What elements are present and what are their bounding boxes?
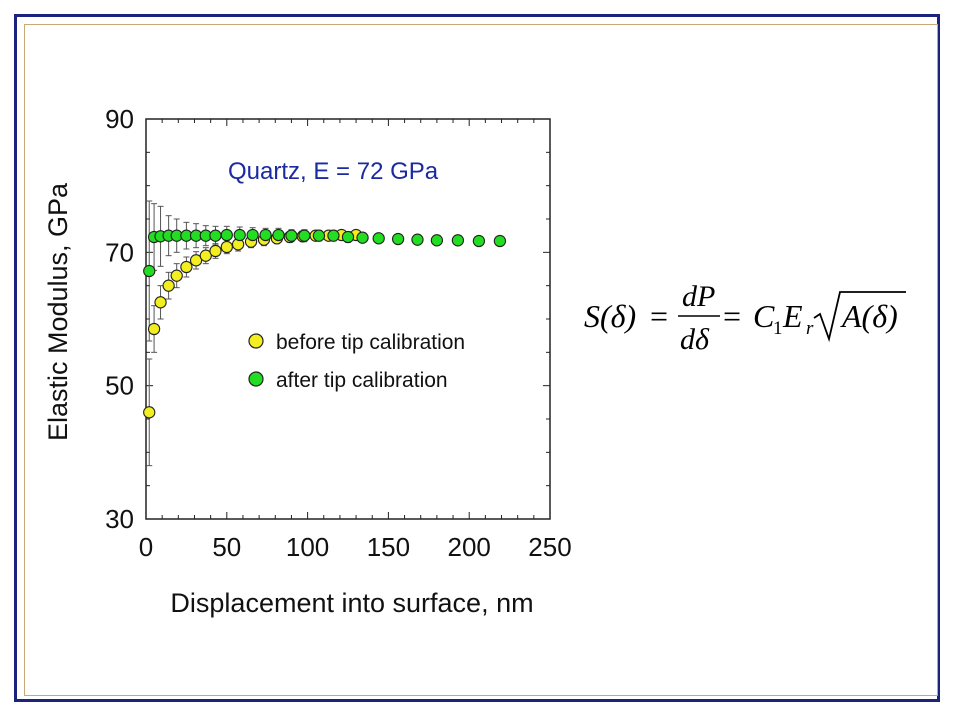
after-calibration-point [285,229,298,242]
x-tick-label: 200 [448,532,491,562]
after-calibration-point [372,232,385,245]
equation-equals-1: = [650,298,668,334]
before-calibration-point [143,406,156,419]
equation-e: E [782,298,803,334]
equation-lhs: S(δ) [584,298,636,334]
before-calibration-point [162,279,175,292]
legend-label-after: after tip calibration [276,369,448,392]
x-tick-label: 0 [139,532,153,562]
equation-denominator: dδ [680,323,710,356]
equation-c: C [753,298,775,334]
y-tick-labels: 30 50 70 90 [105,104,134,534]
y-tick-label: 90 [105,104,134,134]
x-tick-label: 150 [367,532,410,562]
plot-frame [145,118,551,520]
after-calibration-point [312,229,326,242]
legend: before tip calibration after tip calibra… [248,331,465,392]
annotation-quartz: Quartz, E = 72 GPa [228,158,439,185]
x-axis-label: Displacement into surface, nm [170,588,533,618]
after-calibration-point [246,228,259,242]
after-calibration-point [272,228,285,242]
before-calibration-point [147,322,161,336]
after-calibration-point [391,232,405,246]
equation-area: A(δ) [840,298,898,334]
data-points [143,228,507,419]
sqrt-sign [813,291,906,343]
stiffness-equation: S(δ) = dP dδ = C 1 E r A(δ) [584,280,906,356]
legend-label-before: before tip calibration [276,331,465,354]
after-calibration-point [298,229,311,242]
after-calibration-point [411,233,424,246]
after-calibration-point [259,228,272,242]
after-calibration-point [341,230,355,244]
minor-ticks [145,118,551,520]
y-tick-label: 50 [105,371,134,401]
equation-equals-2: = [723,298,741,334]
before-calibration-point [189,254,203,267]
before-calibration-point [209,244,222,258]
x-tick-label: 50 [212,532,241,562]
slide-border [14,14,940,702]
legend-marker-after [248,371,264,387]
after-calibration-point [220,228,233,242]
y-tick-label: 70 [105,237,134,267]
before-calibration-point [170,269,183,282]
after-calibration-point [430,234,444,247]
after-calibration-point [493,234,507,248]
after-calibration-point [472,234,486,248]
equation-c-subscript: 1 [773,318,783,339]
equation-numerator: dP [682,280,715,313]
equation-e-subscript: r [806,318,814,339]
after-calibration-point [233,228,246,242]
before-calibration-point [180,260,193,274]
after-calibration-point [451,234,465,247]
before-calibration-point [199,249,212,262]
x-tick-labels: 0 50 100 150 200 250 [139,532,572,562]
before-calibration-point [154,296,167,309]
after-calibration-point [356,231,369,244]
after-calibration-point [327,229,340,242]
slide-inner-border [24,24,938,696]
legend-marker-before [248,333,264,349]
y-axis-label: Elastic Modulus, GPa [43,182,73,441]
y-tick-label: 30 [105,504,134,534]
x-tick-label: 250 [528,532,571,562]
after-calibration-point [209,229,222,242]
x-tick-label: 100 [286,532,329,562]
after-calibration-point [143,264,156,278]
before-calibration-point [220,240,233,254]
